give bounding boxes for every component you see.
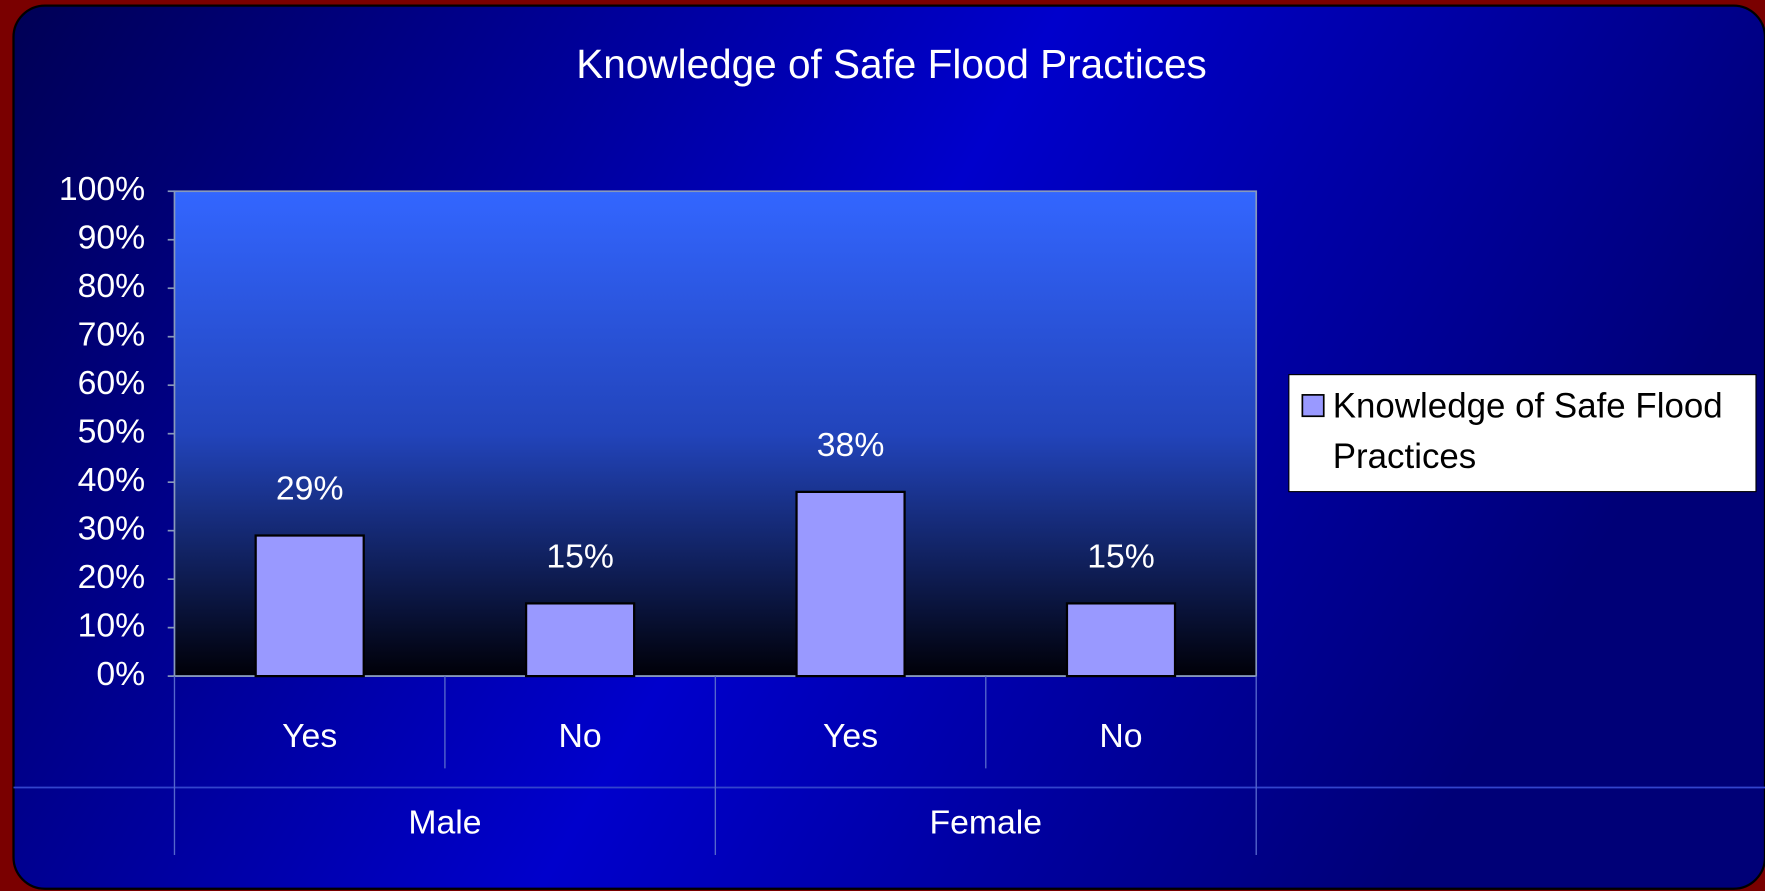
y-tick-label: 90% [78, 219, 146, 257]
y-tick-label: 100% [59, 170, 145, 208]
y-tick-label: 30% [78, 510, 146, 548]
legend-box [1288, 374, 1757, 493]
data-label: 38% [817, 426, 885, 464]
bar [1065, 602, 1177, 678]
group-label: Male [408, 804, 481, 842]
data-label: 29% [276, 469, 344, 507]
bar [524, 602, 636, 678]
y-tick-label: 50% [78, 413, 146, 451]
legend-label: Knowledge of Safe Flood Practices [1332, 385, 1723, 476]
data-label: 15% [1087, 537, 1155, 575]
y-tick-label: 0% [96, 655, 145, 693]
y-tick-label: 70% [78, 316, 146, 354]
bar [795, 490, 906, 678]
y-tick-label: 40% [78, 461, 146, 499]
chart-title: Knowledge of Safe Flood Practices [576, 41, 1207, 87]
x-tick-label: Yes [282, 717, 337, 755]
x-tick-label: No [559, 717, 602, 755]
bar [254, 534, 365, 678]
y-tick-label: 20% [78, 558, 146, 596]
x-tick-label: No [1099, 717, 1142, 755]
y-tick-label: 10% [78, 607, 146, 645]
y-tick-label: 80% [78, 267, 146, 305]
x-tick-label: Yes [823, 717, 878, 755]
y-tick-label: 60% [78, 364, 146, 402]
data-label: 15% [546, 537, 614, 575]
group-label: Female [929, 804, 1042, 842]
legend-text: Knowledge of Safe Flood Practices [1332, 385, 1723, 476]
legend-swatch [1301, 394, 1325, 418]
